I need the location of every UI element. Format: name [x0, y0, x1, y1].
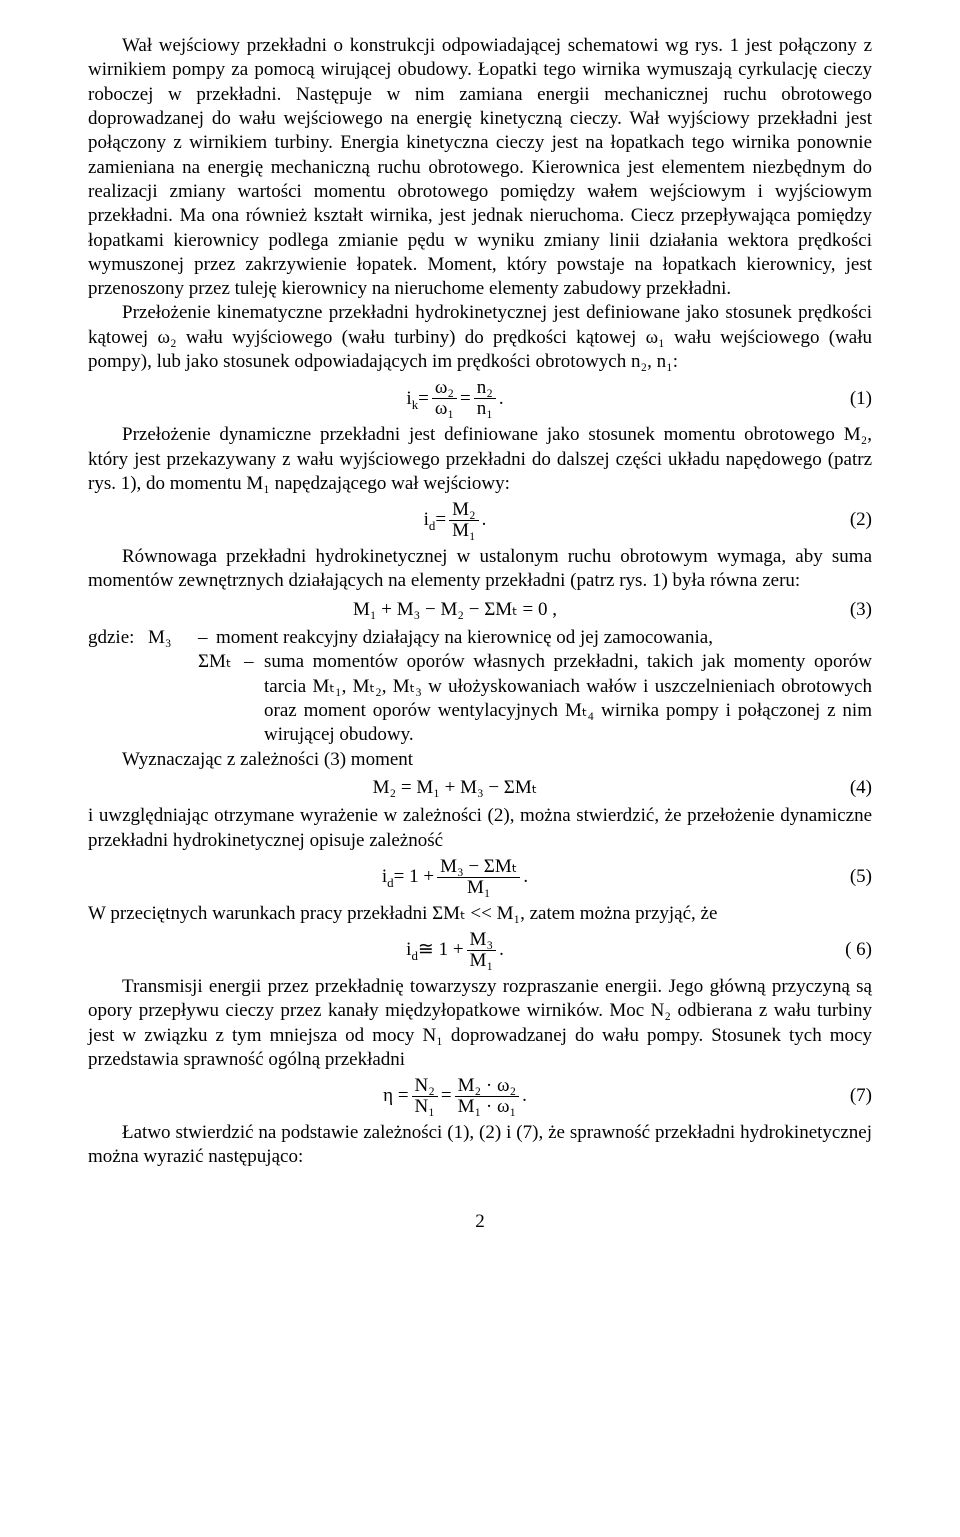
- eq6-mid: ≅ 1 +: [418, 938, 464, 962]
- eq4-text: M₂ = M₁ + M₃ − ΣMₜ: [373, 776, 538, 800]
- equation-6: id ≅ 1 + M₃ M₁ . ( 6): [88, 930, 872, 971]
- eq5-tail: .: [523, 865, 528, 889]
- eq5-mid: = 1 +: [394, 865, 434, 889]
- where-m3-dash: –: [198, 626, 216, 650]
- eq5-frac-den: M₁: [464, 878, 494, 898]
- eq1-eq2: =: [460, 387, 471, 411]
- paragraph-transmission: Transmisji energii przez przekładnię tow…: [88, 975, 872, 1072]
- eq7-mid: =: [441, 1084, 452, 1108]
- paragraph-deriving: Wyznaczając z zależności (3) moment: [88, 748, 872, 772]
- eq5-number: (5): [822, 865, 872, 889]
- equation-3: M₁ + M₃ − M₂ − ΣMₜ = 0 , (3): [88, 598, 872, 622]
- where-m3-symbol: M₃: [148, 626, 198, 650]
- paragraph-intro: Wał wejściowy przekładni o konstrukcji o…: [88, 34, 872, 301]
- eq1-eq1: =: [418, 387, 429, 411]
- where-line-1: gdzie: M₃ – moment reakcyjny działający …: [88, 626, 872, 650]
- eq2-eq: =: [435, 508, 446, 532]
- eq2-number: (2): [822, 508, 872, 532]
- paragraph-kinematic: Przełożenie kinematyczne przekładni hydr…: [88, 301, 872, 374]
- eq7-frac2-num: M₂ · ω₂: [455, 1076, 519, 1097]
- paragraph-efficiency-conclusion: Łatwo stwierdzić na podstawie zależności…: [88, 1121, 872, 1170]
- equation-2: id = M₂ M₁ . (2): [88, 500, 872, 541]
- eq6-number: ( 6): [822, 938, 872, 962]
- where-line-2: ΣMₜ – suma momentów oporów własnych prze…: [88, 650, 872, 747]
- eq4-number: (4): [822, 776, 872, 800]
- eq7-frac2-den: M₁ · ω₁: [455, 1097, 519, 1117]
- eq2-frac-num: M₂: [449, 500, 479, 521]
- eq6-frac-den: M₁: [467, 951, 497, 971]
- eq5-frac-num: M₃ − ΣMₜ: [437, 857, 520, 878]
- eq7-lhs: η =: [383, 1084, 408, 1108]
- eq6-frac-num: M₃: [467, 930, 497, 951]
- where-smt-text: suma momentów oporów własnych przekładni…: [264, 650, 872, 747]
- eq1-frac1-den: ω₁: [432, 399, 457, 419]
- equation-1: ik = ω₂ ω₁ = n₂ n₁ . (1): [88, 378, 872, 419]
- eq2-frac-den: M₁: [449, 521, 479, 541]
- paragraph-average-conditions: W przeciętnych warunkach pracy przekładn…: [88, 902, 872, 926]
- eq1-frac2-den: n₁: [474, 399, 496, 419]
- eq7-frac1-num: N₂: [412, 1076, 438, 1097]
- equation-5: id = 1 + M₃ − ΣMₜ M₁ . (5): [88, 857, 872, 898]
- eq1-frac2-num: n₂: [474, 378, 496, 399]
- paragraph-dynamic: Przełożenie dynamiczne przekładni jest d…: [88, 423, 872, 496]
- where-label: gdzie:: [88, 626, 148, 650]
- eq3-text: M₁ + M₃ − M₂ − ΣMₜ = 0 ,: [353, 598, 557, 622]
- page-number: 2: [88, 1210, 872, 1234]
- eq3-number: (3): [822, 598, 872, 622]
- eq7-frac1-den: N₁: [412, 1097, 438, 1117]
- eq1-frac1-num: ω₂: [432, 378, 457, 399]
- equation-7: η = N₂ N₁ = M₂ · ω₂ M₁ · ω₁ . (7): [88, 1076, 872, 1117]
- paragraph-substituting: i uwzględniając otrzymane wyrażenie w za…: [88, 804, 872, 853]
- eq1-number: (1): [822, 387, 872, 411]
- eq7-tail: .: [522, 1084, 527, 1108]
- where-smt-dash: –: [244, 650, 264, 747]
- eq1-tail: .: [499, 387, 504, 411]
- eq2-tail: .: [482, 508, 487, 532]
- paragraph-equilibrium: Równowaga przekładni hydrokinetycznej w …: [88, 545, 872, 594]
- where-smt-symbol: ΣMₜ: [198, 650, 244, 747]
- eq6-tail: .: [499, 938, 504, 962]
- equation-4: M₂ = M₁ + M₃ − ΣMₜ (4): [88, 776, 872, 800]
- where-m3-text: moment reakcyjny działający na kierownic…: [216, 626, 872, 650]
- eq7-number: (7): [822, 1084, 872, 1108]
